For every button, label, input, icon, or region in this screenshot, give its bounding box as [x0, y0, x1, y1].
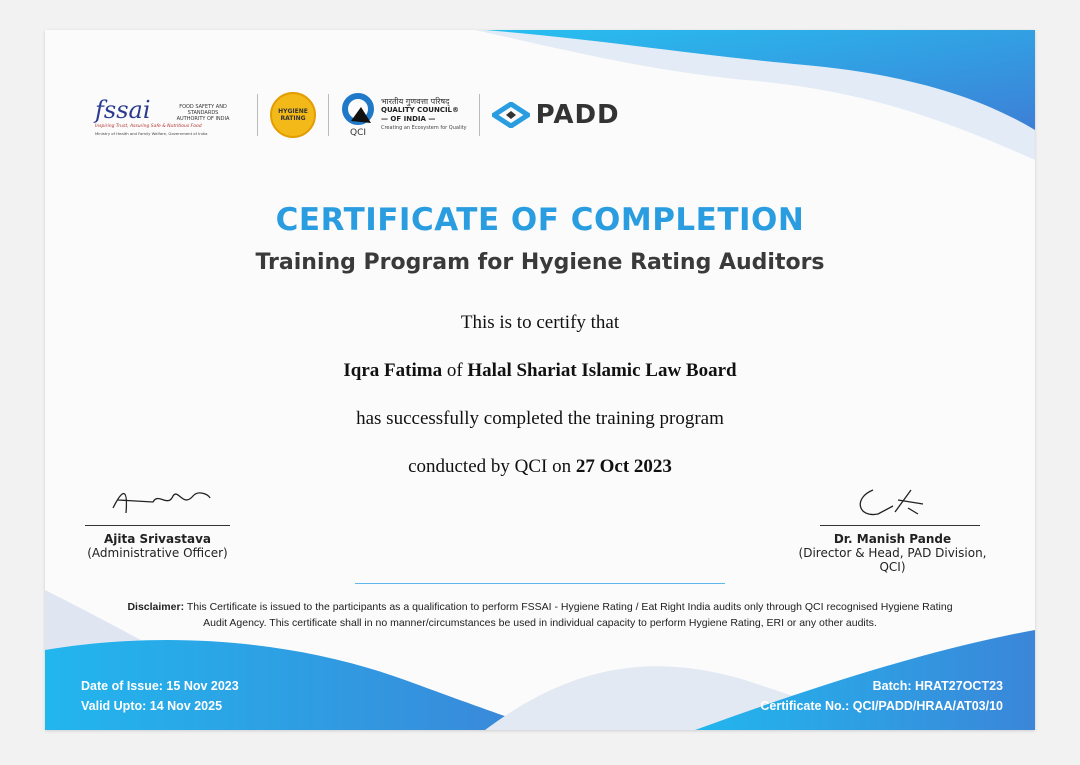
conducted-line: conducted by QCI on 27 Oct 2023 [45, 456, 1035, 478]
signatory-name: Ajita Srivastava [103, 532, 211, 546]
qci-tagline: Creating an Ecosystem for Quality [381, 125, 467, 131]
footer-right: Batch: HRAT27OCT23 Certificate No.: QCI/… [760, 676, 1003, 716]
footer-left: Date of Issue: 15 Nov 2023 Valid Upto: 1… [81, 676, 239, 716]
signatory-left: Ajita Srivastava (Administrative Officer… [85, 478, 230, 560]
certificate-subtitle: Training Program for Hygiene Rating Audi… [255, 250, 825, 275]
qci-sub: — OF INDIA — [381, 115, 436, 123]
conducted-text: conducted by QCI on [408, 456, 572, 477]
divider [355, 583, 725, 584]
training-date: 27 Oct 2023 [575, 456, 672, 477]
intro-text: This is to certify that [460, 312, 620, 333]
padd-diamond-icon [491, 102, 530, 128]
recipient-name: Iqra Fatima [343, 360, 443, 381]
certificate-title: CERTIFICATE OF COMPLETION [275, 202, 805, 238]
signatory-right: Dr. Manish Pande (Director & Head, PAD D… [785, 478, 1000, 574]
completion-text: has successfully completed the training … [356, 408, 724, 429]
padd-logo: PADD [491, 100, 620, 130]
disclaimer-label: Disclaimer: [127, 601, 185, 613]
logo-bar: fssai FOOD SAFETY AND STANDARDS AUTHORIT… [95, 85, 620, 145]
divider [328, 94, 329, 136]
padd-wordmark: PADD [535, 100, 620, 130]
signature-image [859, 489, 923, 516]
certificate: fssai FOOD SAFETY AND STANDARDS AUTHORIT… [45, 30, 1035, 730]
qci-logo: QCI भारतीय गुणवत्ता परिषद् QUALITY COUNC… [341, 93, 467, 138]
recipient-organization: Halal Shariat Islamic Law Board [467, 360, 737, 381]
fssai-ministry: Ministry of Health and Family Welfare, G… [95, 131, 208, 136]
signature-image [111, 492, 211, 514]
signatory-role: (Administrative Officer) [87, 546, 228, 560]
fssai-mark: fssai [95, 96, 151, 124]
qci-name: QUALITY COUNCIL® [381, 106, 460, 114]
divider [257, 94, 258, 136]
svg-text:QCI: QCI [350, 128, 366, 137]
decorative-waves [45, 30, 1035, 730]
recipient-line: Iqra Fatima of Halal Shariat Islamic Law… [45, 360, 1035, 382]
signatory-role: (Director & Head, PAD Division, QCI) [798, 546, 987, 574]
fssai-tagline: Inspiring Trust, Assuring Safe & Nutriti… [95, 124, 202, 129]
valid-upto: Valid Upto: 14 Nov 2025 [81, 699, 223, 713]
batch: Batch: HRAT27OCT23 [872, 679, 1003, 693]
issue-date: Date of Issue: 15 Nov 2023 [81, 679, 239, 693]
qci-hindi: भारतीय गुणवत्ता परिषद् [381, 97, 450, 106]
signatory-name: Dr. Manish Pande [833, 532, 952, 546]
fssai-authority: FOOD SAFETY AND STANDARDS AUTHORITY OF I… [176, 104, 230, 122]
certificate-number: Certificate No.: QCI/PADD/HRAA/AT03/10 [760, 699, 1003, 713]
disclaimer: Disclaimer: This Certificate is issued t… [125, 599, 955, 631]
disclaimer-text: This Certificate is issued to the partic… [186, 601, 953, 629]
hygiene-rating-logo: HYGIENE RATING [270, 92, 316, 138]
fssai-logo: fssai FOOD SAFETY AND STANDARDS AUTHORIT… [95, 90, 245, 140]
qci-emblem-icon: QCI [341, 93, 375, 138]
of-text: of [446, 360, 463, 381]
divider [478, 94, 480, 136]
